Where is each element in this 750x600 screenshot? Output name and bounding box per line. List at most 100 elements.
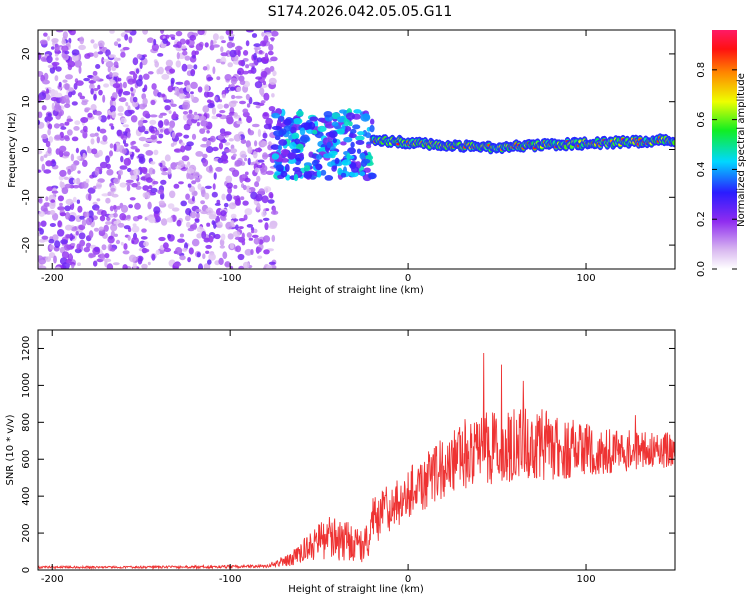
- spectrogram-cell: [216, 221, 223, 229]
- spectrogram-cell: [233, 184, 238, 189]
- spectrogram-cell: [197, 30, 205, 36]
- spectrogram-cell: [268, 44, 274, 51]
- spectrogram-cell: [254, 81, 263, 89]
- spectrogram-cell: [40, 205, 48, 212]
- spectrogram-cell: [270, 37, 275, 42]
- spectrogram-cell: [64, 121, 70, 126]
- spectrogram-cell: [95, 64, 101, 69]
- spectrogram-cell: [107, 191, 115, 197]
- spectrogram-cell: [103, 83, 110, 88]
- spectrogram-cell: [361, 158, 371, 164]
- spectrogram-cell: [181, 45, 187, 50]
- spectrogram-cell: [101, 244, 107, 251]
- spectrogram-cell: [219, 110, 226, 114]
- spectrogram-cell: [119, 182, 127, 188]
- spectrogram-cell: [113, 220, 119, 225]
- spectrogram-cell: [64, 205, 71, 212]
- spectrogram-cell: [248, 62, 255, 67]
- spectrogram-cell: [182, 247, 188, 252]
- spectrogram-cell: [280, 170, 288, 178]
- spectrogram-cell: [117, 222, 125, 228]
- spectrogram-cell: [242, 184, 247, 191]
- spectrogram-cell: [168, 126, 173, 133]
- spectrogram-cell: [143, 84, 148, 92]
- spectrogram-cell: [51, 46, 55, 50]
- spectrogram-cell: [54, 240, 61, 249]
- spectrogram-cell: [123, 143, 129, 147]
- spectrogram-cell: [263, 92, 270, 101]
- spectrogram-cell: [284, 164, 290, 172]
- spectrogram-cell: [206, 222, 211, 227]
- spectrogram-cell: [57, 229, 65, 237]
- spectrogram-cell: [155, 249, 160, 256]
- spectrogram-cell: [139, 103, 146, 110]
- spectrogram-cell: [148, 125, 155, 133]
- x-tick-label: -100: [219, 273, 242, 284]
- spectrogram-cell: [97, 40, 105, 48]
- spectrogram-cell: [95, 181, 102, 190]
- spectrogram-cell: [190, 91, 194, 95]
- spectrogram-cell: [243, 214, 248, 221]
- spectrogram-cell: [38, 169, 41, 173]
- spectrogram-cell: [67, 30, 73, 33]
- spectrogram-cell: [120, 155, 124, 163]
- spectrogram-cell: [111, 111, 117, 119]
- spectrogram-cell: [197, 183, 202, 190]
- spectrogram-cell: [254, 181, 260, 188]
- spectrogram-cell: [82, 152, 86, 159]
- spectrogram-cell: [175, 60, 181, 68]
- spectrogram-cell: [170, 143, 175, 147]
- spectrogram-cell: [239, 100, 246, 105]
- spectrogram-cell: [212, 183, 216, 190]
- spectrogram-cell: [211, 115, 218, 120]
- spectrogram-cell: [98, 89, 103, 96]
- spectrogram-cell: [168, 34, 176, 38]
- spectrogram-cell: [109, 71, 113, 78]
- spectrogram-cell: [93, 43, 98, 49]
- spectrogram-cell: [42, 79, 50, 85]
- spectrogram-cell: [268, 191, 274, 199]
- spectrogram-cell: [74, 59, 82, 68]
- spectrogram-cell: [76, 155, 82, 160]
- spectrogram-cell: [98, 226, 104, 231]
- y-tick-label: -10: [21, 189, 32, 205]
- spectrogram-cell: [268, 123, 272, 129]
- spectrogram-cell: [76, 243, 81, 251]
- y-tick-label: 10: [21, 95, 32, 108]
- spectrogram-cell: [226, 193, 233, 202]
- spectrogram-cell: [46, 186, 54, 192]
- spectrogram-cell: [260, 100, 266, 104]
- spectrogram-cell: [71, 136, 79, 142]
- snr-x-label: Height of straight line (km): [288, 584, 424, 595]
- spectrogram-cell: [211, 220, 216, 226]
- spectrogram-cell: [145, 150, 154, 156]
- spectrogram-cell: [263, 35, 269, 44]
- spectrogram-cell: [353, 109, 362, 114]
- spectrogram-cell: [159, 129, 164, 133]
- spectrogram-cell: [118, 89, 122, 97]
- spectrogram-cell: [212, 44, 220, 48]
- spectrogram-cell: [49, 244, 54, 250]
- spectrogram-cell: [194, 178, 201, 183]
- spectrogram-cell: [205, 146, 214, 153]
- spectrogram-x-label: Height of straight line (km): [288, 285, 424, 296]
- spectrogram-cell: [38, 150, 43, 155]
- spectrogram-cell: [253, 237, 260, 245]
- spectrogram-cell: [161, 73, 170, 80]
- spectrogram-cell: [137, 215, 143, 220]
- spectrogram-cell: [49, 223, 57, 227]
- spectrogram-cell: [340, 141, 347, 146]
- spectrogram-cell: [131, 182, 138, 188]
- spectrogram-cell: [145, 177, 153, 183]
- spectrogram-cell: [88, 193, 92, 202]
- spectrogram-cell: [273, 130, 283, 137]
- spectrogram-cell: [61, 39, 66, 45]
- spectrogram-cell: [204, 84, 210, 93]
- spectrogram-cell: [184, 164, 190, 168]
- spectrogram-cell: [208, 235, 214, 243]
- spectrogram-cell: [206, 99, 212, 104]
- spectrogram-cell: [316, 154, 323, 160]
- spectrogram-cell: [262, 132, 268, 139]
- spectrogram-cell: [49, 210, 56, 215]
